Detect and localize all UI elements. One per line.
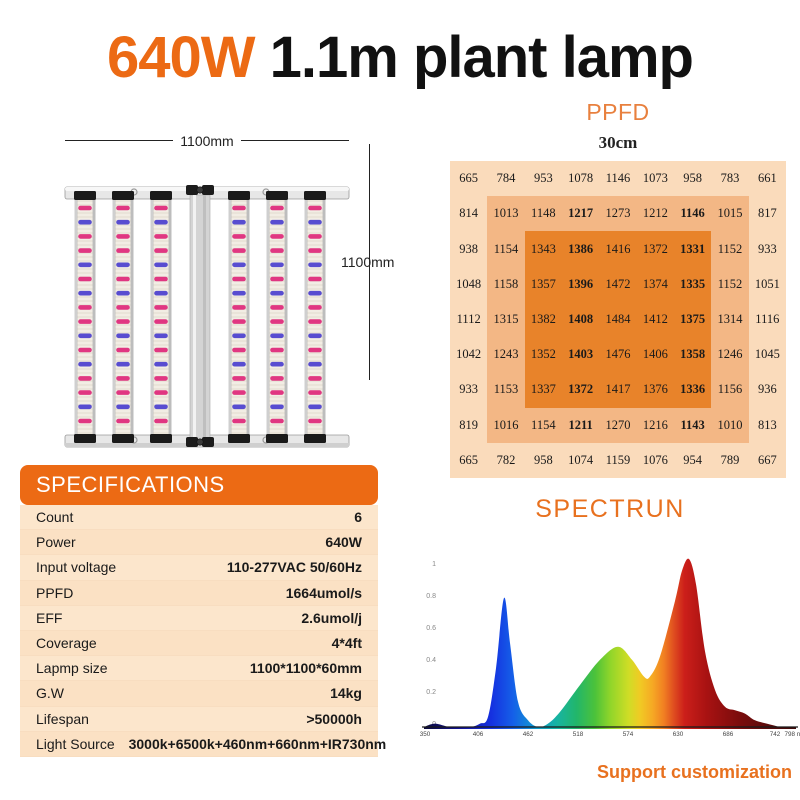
svg-text:406: 406	[473, 731, 484, 738]
svg-text:0.6: 0.6	[426, 625, 436, 632]
svg-text:798 nm: 798 nm	[784, 731, 800, 738]
svg-text:350: 350	[420, 731, 431, 738]
svg-text:630: 630	[673, 731, 684, 738]
svg-text:574: 574	[623, 731, 634, 738]
svg-text:0.8: 0.8	[426, 593, 436, 600]
svg-text:462: 462	[523, 731, 534, 738]
svg-text:1: 1	[432, 561, 436, 568]
svg-text:742: 742	[770, 731, 781, 738]
svg-text:518: 518	[573, 731, 584, 738]
svg-text:686: 686	[723, 731, 734, 738]
svg-text:0.4: 0.4	[426, 657, 436, 664]
svg-text:0.2: 0.2	[426, 689, 436, 696]
